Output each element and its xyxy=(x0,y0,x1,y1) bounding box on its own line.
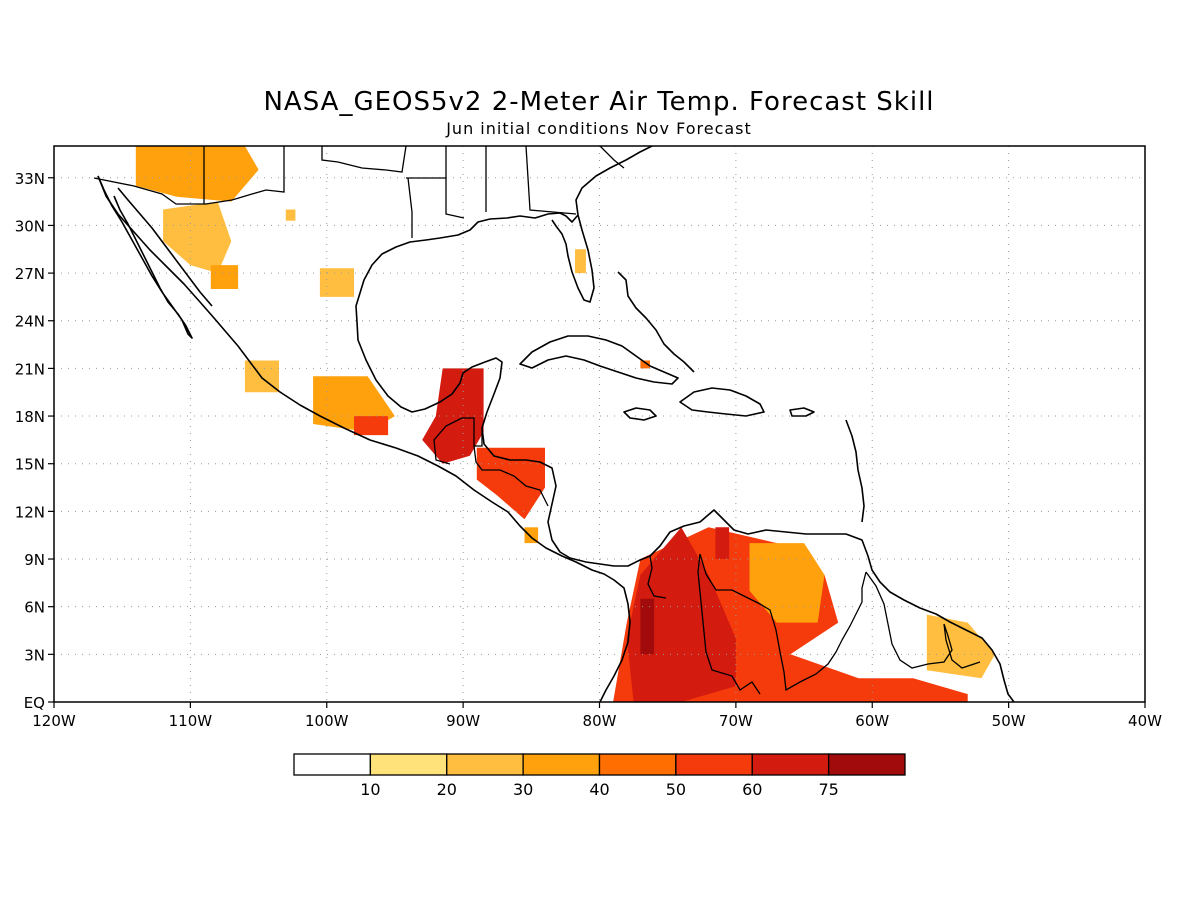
us-mexico-border xyxy=(93,146,285,205)
colorbar-swatch xyxy=(293,753,372,776)
political-borders xyxy=(93,146,981,695)
skill-region-15 xyxy=(926,614,995,679)
colorbar-label: 30 xyxy=(513,780,533,799)
colorbar-label: 75 xyxy=(818,780,838,799)
y-tick-label: 18N xyxy=(15,408,45,426)
florida-coastline xyxy=(551,214,595,303)
skill-region-17 xyxy=(640,598,655,655)
colorbar-swatch xyxy=(598,753,677,776)
lesser-antilles-coastline xyxy=(845,419,865,523)
y-tick-label: 15N xyxy=(15,456,45,474)
x-tick-label: 60W xyxy=(855,712,889,730)
x-tick-label: 100W xyxy=(305,712,349,730)
skill-region-9 xyxy=(476,447,545,520)
x-tick-label: 50W xyxy=(992,712,1026,730)
y-tick-label: EQ xyxy=(24,694,45,712)
map-title: NASA_GEOS5v2 2-Meter Air Temp. Forecast … xyxy=(263,87,934,117)
baja-coastline xyxy=(97,175,193,339)
y-tick-label: 33N xyxy=(15,170,45,188)
y-tick-label: 12N xyxy=(15,503,45,521)
colorbar-label: 60 xyxy=(742,780,762,799)
y-tick-label: 27N xyxy=(15,265,45,283)
colorbar-label: 20 xyxy=(437,780,457,799)
skill-region-11 xyxy=(640,360,650,369)
skill-region-4 xyxy=(319,268,354,297)
map-subtitle: Jun initial conditions Nov Forecast xyxy=(445,119,752,138)
colorbar-swatch xyxy=(522,753,601,776)
south-america-borders xyxy=(697,553,981,695)
colorbar-swatch xyxy=(369,753,448,776)
bahamas-coastline xyxy=(617,271,695,373)
skill-region-7 xyxy=(354,416,389,436)
colorbar-label: 10 xyxy=(360,780,380,799)
guatemala-belize-borders xyxy=(433,417,549,507)
central-america-caribbean-coastline xyxy=(481,411,651,567)
colorbar-label: 40 xyxy=(589,780,609,799)
skill-region-12 xyxy=(575,249,586,274)
x-tick-label: 80W xyxy=(583,712,617,730)
y-tick-label: 6N xyxy=(24,599,45,617)
y-tick-label: 30N xyxy=(15,217,45,235)
skill-region-1 xyxy=(163,201,232,274)
hispaniola-coastline xyxy=(679,387,765,417)
south-america-coastline xyxy=(649,509,1015,702)
colorbar-swatch xyxy=(751,753,830,776)
colorbar-label: 50 xyxy=(666,780,686,799)
skill-region-2 xyxy=(210,265,239,289)
colorbar: 10 20 30 40 50 60 75 xyxy=(293,753,906,799)
skill-region-18 xyxy=(715,527,730,559)
gulf-of-california-coastline xyxy=(117,187,213,307)
us-state-borders xyxy=(203,146,625,238)
gulf-coastline xyxy=(355,212,579,413)
y-tick-label: 3N xyxy=(24,646,45,664)
skill-shading xyxy=(135,146,995,702)
x-tick-label: 120W xyxy=(32,712,76,730)
puerto-rico-coastline xyxy=(789,407,815,417)
x-tick-label: 70W xyxy=(719,712,753,730)
y-tick-label: 24N xyxy=(15,313,45,331)
skill-region-8 xyxy=(422,368,484,464)
cuba-coastline xyxy=(519,335,679,385)
jamaica-coastline xyxy=(623,407,657,421)
x-tick-label: 40W xyxy=(1128,712,1162,730)
pacific-coastline xyxy=(97,175,631,702)
skill-region-0 xyxy=(135,146,259,202)
y-tick-label: 9N xyxy=(24,551,45,569)
coastlines xyxy=(97,146,1015,702)
axis-ticks: 120W 110W 100W 90W 80W 70W 60W 50W 40W EQ 3N 6N 9N 12… xyxy=(15,170,1162,730)
colorbar-swatch xyxy=(675,753,753,776)
colorbar-swatch xyxy=(446,753,524,776)
skill-region-3 xyxy=(285,209,296,221)
atlantic-coastline xyxy=(575,146,653,216)
x-tick-label: 90W xyxy=(446,712,480,730)
x-tick-label: 110W xyxy=(169,712,213,730)
panama-colombia-border xyxy=(647,555,667,599)
colorbar-swatch xyxy=(827,753,906,776)
skill-region-14 xyxy=(749,543,825,623)
y-tick-label: 21N xyxy=(15,360,45,378)
